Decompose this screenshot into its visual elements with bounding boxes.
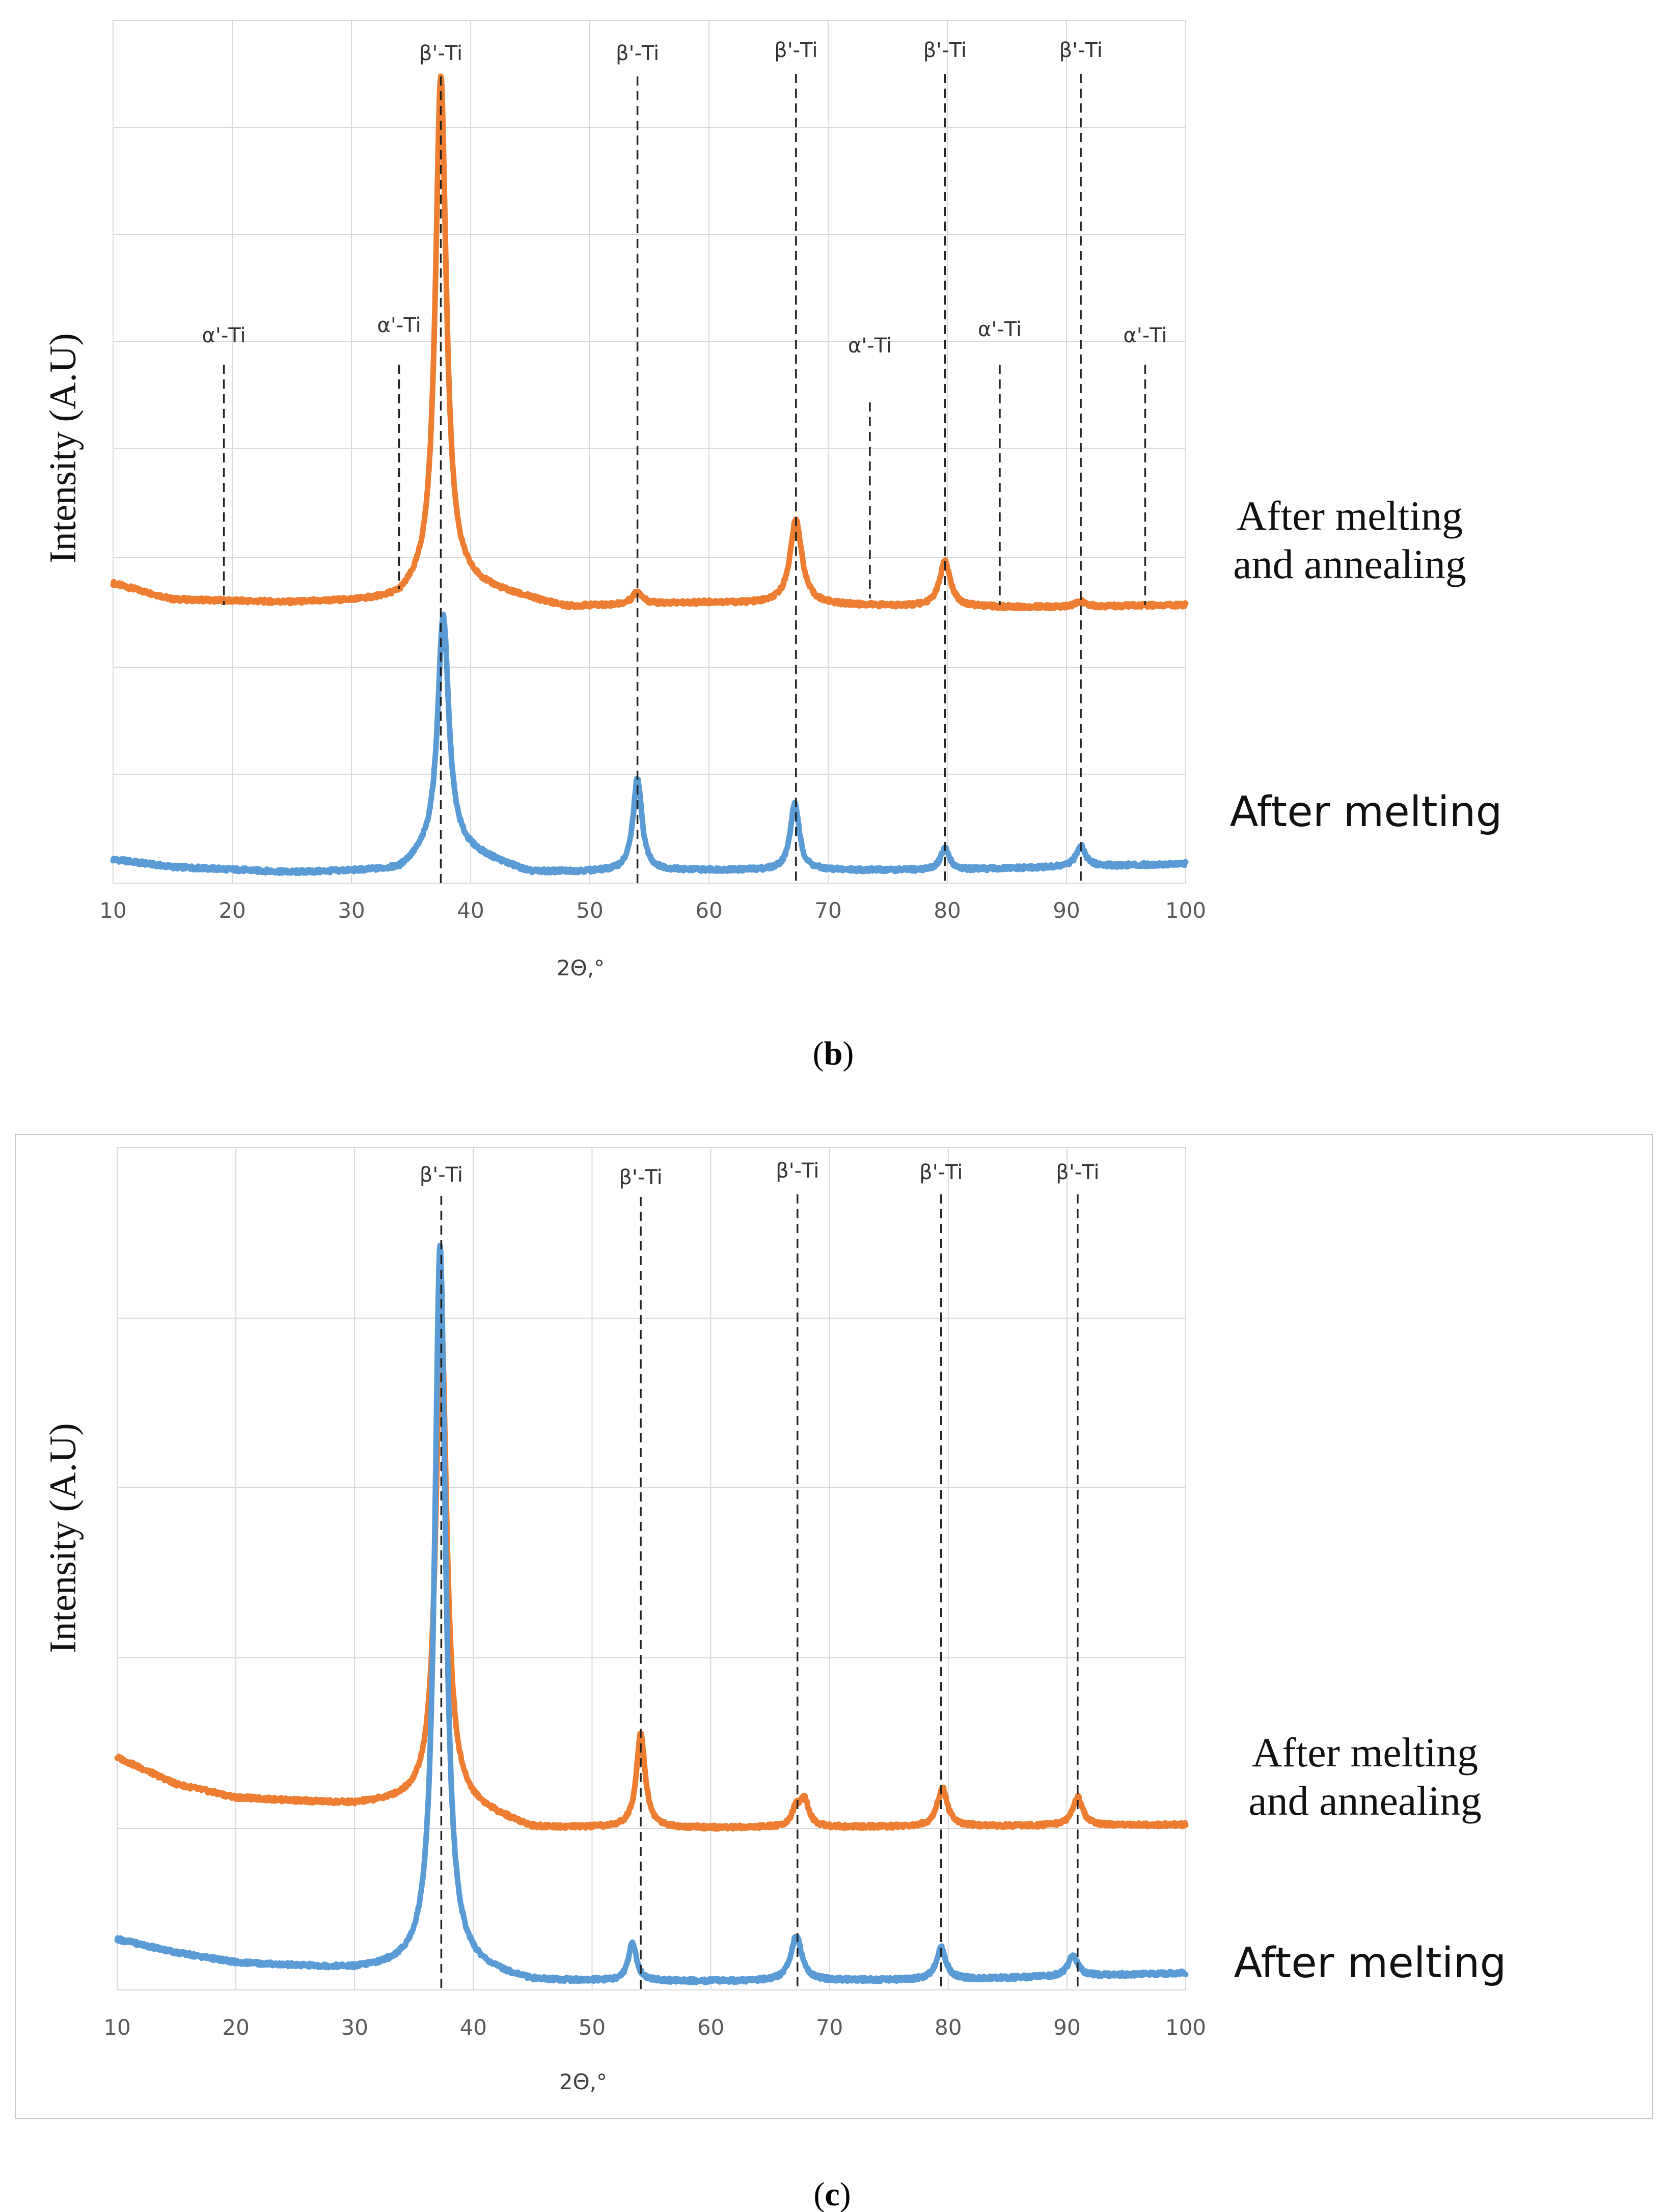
x-tick-label: 60 [695, 898, 722, 923]
x-tick-label: 60 [697, 2015, 724, 2040]
peak-label: β'-Ti [919, 1161, 963, 1184]
panel-caption: (b) [813, 1035, 854, 1072]
peak-label: β'-Ti [419, 42, 462, 65]
peak-label: α'-Ti [1123, 324, 1167, 347]
panel-caption: (c) [813, 2176, 851, 2212]
series-line-melting-annealing [114, 1320, 1189, 1832]
x-tick-label: 80 [934, 898, 961, 923]
peak-label: α'-Ti [377, 314, 421, 337]
x-tick-label: 30 [341, 2015, 368, 2040]
series-label: and annealing [1248, 1778, 1482, 1824]
series-label: After melting [1234, 1939, 1506, 1987]
y-axis-label: Intensity (A.U) [42, 1423, 84, 1653]
x-tick-label: 10 [103, 2015, 130, 2040]
series-line-melting [114, 1242, 1189, 1985]
series-line-melting [110, 611, 1189, 877]
peak-label: β'-Ti [1056, 1161, 1099, 1184]
panel-frame [15, 1134, 1653, 2119]
x-tick-label: 100 [1165, 898, 1206, 923]
plot-area [117, 1147, 1186, 1990]
series-line-melting-annealing [110, 73, 1189, 612]
panel-b: β'-Ti β'-Ti β'-Ti β'-Ti β'-Ti α'-Ti α'-Ti α'-Ti… [42, 20, 1502, 1072]
x-tick-label: 30 [338, 898, 365, 923]
x-tick-label: 50 [576, 898, 603, 923]
x-tick-label: 20 [222, 2015, 249, 2040]
plot-area [113, 20, 1186, 884]
x-axis-label: 2Θ,° [559, 2069, 607, 2094]
peak-label: α'-Ti [848, 334, 892, 358]
panel-c: β'-Ti β'-Ti β'-Ti β'-Ti β'-Ti 10 20 30 40 50 60 70 8… [15, 1134, 1653, 2212]
x-tick-label: 70 [814, 898, 841, 923]
caption-letter: c [825, 2176, 839, 2212]
grid [113, 20, 1186, 884]
peak-label: β'-Ti [619, 1166, 662, 1189]
x-tick-label: 80 [935, 2015, 962, 2040]
y-axis-label: Intensity (A.U) [42, 333, 84, 563]
x-tick-label: 100 [1165, 2015, 1206, 2040]
caption-close: ) [840, 2176, 851, 2212]
x-tick-label: 10 [99, 898, 126, 923]
caption-close: ) [842, 1035, 854, 1072]
peak-label: β'-Ti [420, 1163, 463, 1187]
series-label: After melting [1229, 788, 1502, 836]
x-tick-label: 40 [457, 898, 484, 923]
peak-label: β'-Ti [1059, 39, 1102, 62]
x-tick-label: 50 [579, 2015, 606, 2040]
peak-label: β'-Ti [923, 39, 967, 62]
peak-label: α'-Ti [978, 318, 1022, 341]
x-tick-label: 90 [1053, 898, 1080, 923]
caption-open: ( [813, 1035, 824, 1072]
series-label: After melting [1237, 493, 1463, 539]
caption-letter: b [824, 1035, 843, 1072]
x-tick-label: 20 [218, 898, 245, 923]
peak-label: β'-Ti [616, 42, 659, 65]
x-tick-label: 40 [460, 2015, 487, 2040]
x-axis-label: 2Θ,° [557, 955, 605, 980]
caption-open: ( [813, 2176, 825, 2212]
peak-label: β'-Ti [774, 39, 817, 62]
series-label: After melting [1252, 1729, 1478, 1776]
x-tick-label: 70 [816, 2015, 843, 2040]
x-tick-label: 90 [1053, 2015, 1080, 2040]
peak-label: β'-Ti [776, 1159, 819, 1183]
peak-label: α'-Ti [202, 324, 246, 347]
series-label: and annealing [1233, 541, 1466, 587]
grid [117, 1147, 1186, 1990]
